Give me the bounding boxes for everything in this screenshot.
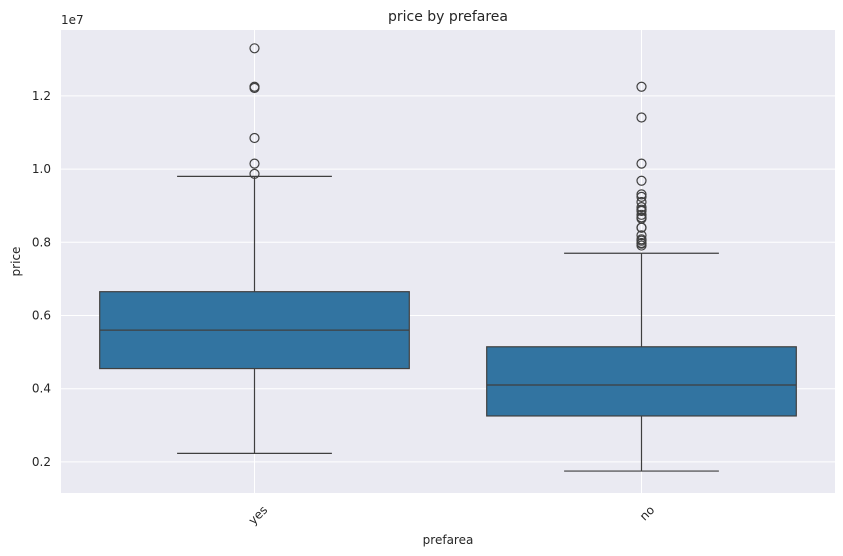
outlier-point <box>636 209 647 220</box>
y-tick-label: 0.2 <box>32 455 51 469</box>
outlier-point <box>249 168 260 179</box>
chart-title: price by prefarea <box>388 9 508 25</box>
outlier-point <box>249 43 260 54</box>
x-tick-label: yes <box>246 503 271 528</box>
x-tick-label: no <box>637 503 657 523</box>
outlier-point <box>636 191 647 202</box>
outlier-point <box>249 158 260 169</box>
boxes <box>99 43 797 472</box>
outlier-point <box>636 175 647 186</box>
y-tick-label: 0.4 <box>32 382 51 396</box>
y-axis-label: price <box>9 247 23 277</box>
y-tick-label: 0.8 <box>32 235 51 249</box>
y-tick-label: 0.6 <box>32 308 51 322</box>
iqr-box <box>486 346 797 417</box>
y-tick-label: 1.0 <box>32 162 51 176</box>
y-tick-labels: 0.2 0.4 0.6 0.8 1.0 1.2 <box>32 89 51 469</box>
y-offset-label: 1e7 <box>61 13 84 27</box>
y-tick-label: 1.2 <box>32 89 51 103</box>
x-axis-label: prefarea <box>423 533 474 547</box>
plot-background <box>61 30 835 493</box>
outlier-point <box>636 205 647 217</box>
outlier-point <box>636 222 647 233</box>
outlier-point <box>636 202 647 213</box>
outlier-point <box>636 189 647 200</box>
outlier-point <box>636 81 647 92</box>
outlier-point <box>249 82 260 94</box>
outlier-point <box>249 132 260 144</box>
x-tick-labels: yes no <box>246 503 658 528</box>
outlier-point <box>636 158 647 169</box>
box-no <box>486 81 797 472</box>
box-yes <box>99 43 410 454</box>
outlier-point <box>636 230 647 241</box>
outlier-point <box>636 240 647 251</box>
outlier-point <box>636 112 647 123</box>
